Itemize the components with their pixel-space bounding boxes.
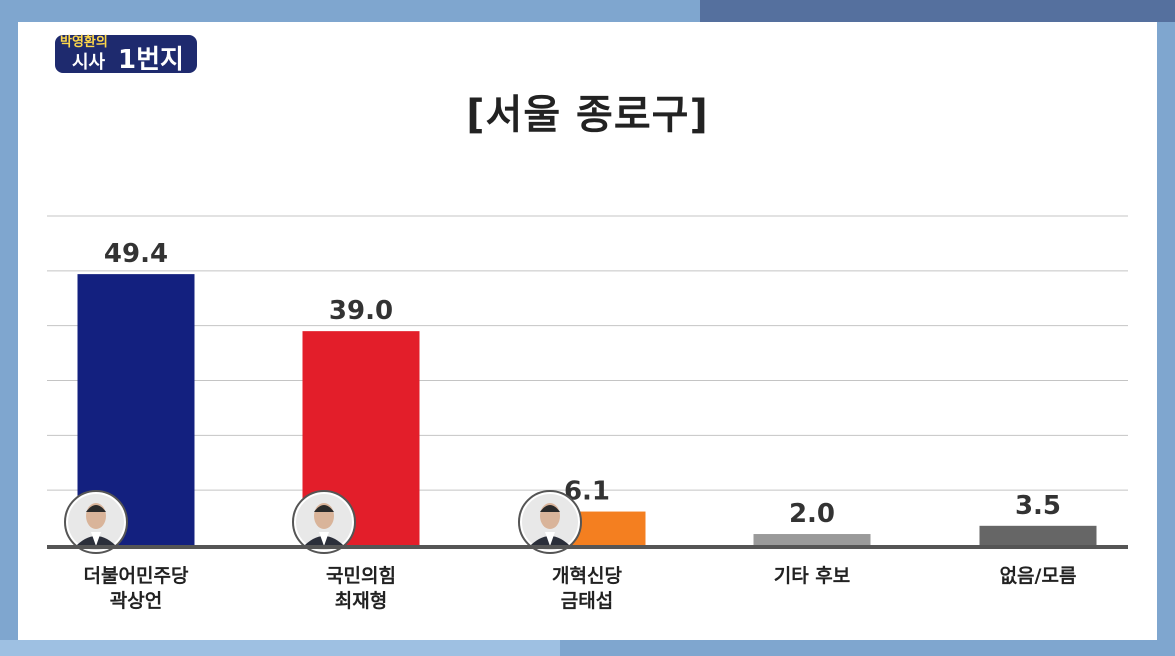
x-axis-baseline xyxy=(47,545,1128,549)
background-accent-top xyxy=(700,0,1175,22)
category-label-line1: 없음/모름 xyxy=(999,565,1077,587)
category-label-line2: 최재형 xyxy=(334,590,388,612)
chart-title: [서울 종로구] xyxy=(466,92,709,138)
bar-4 xyxy=(753,534,871,545)
candidate-photo-2 xyxy=(292,490,356,554)
show-logo: 박영환의 시사 1번지 xyxy=(53,33,199,75)
category-label-line1: 더불어민주당 xyxy=(83,565,189,587)
value-label-1: 49.4 xyxy=(104,239,168,269)
value-label-2: 39.0 xyxy=(329,296,393,326)
background-accent-bottom xyxy=(0,640,560,656)
logo-line3: 1번지 xyxy=(118,45,184,75)
bar-5 xyxy=(979,525,1097,545)
candidate-photo-1 xyxy=(64,490,128,554)
category-label-line1: 기타 후보 xyxy=(773,565,851,587)
category-label-5: 없음/모름 xyxy=(938,564,1138,589)
value-label-4: 2.0 xyxy=(789,499,835,529)
category-label-line1: 개혁신당 xyxy=(552,565,622,587)
candidate-photo-3 xyxy=(518,490,582,554)
category-label-4: 기타 후보 xyxy=(712,564,912,589)
category-label-line2: 곽상언 xyxy=(109,590,163,612)
logo-line1: 박영환의 xyxy=(60,34,108,50)
category-label-line2: 금태섭 xyxy=(560,590,614,612)
logo-line2: 시사 xyxy=(72,52,106,73)
category-label-line1: 국민의힘 xyxy=(326,565,396,587)
value-label-5: 3.5 xyxy=(1015,491,1061,521)
